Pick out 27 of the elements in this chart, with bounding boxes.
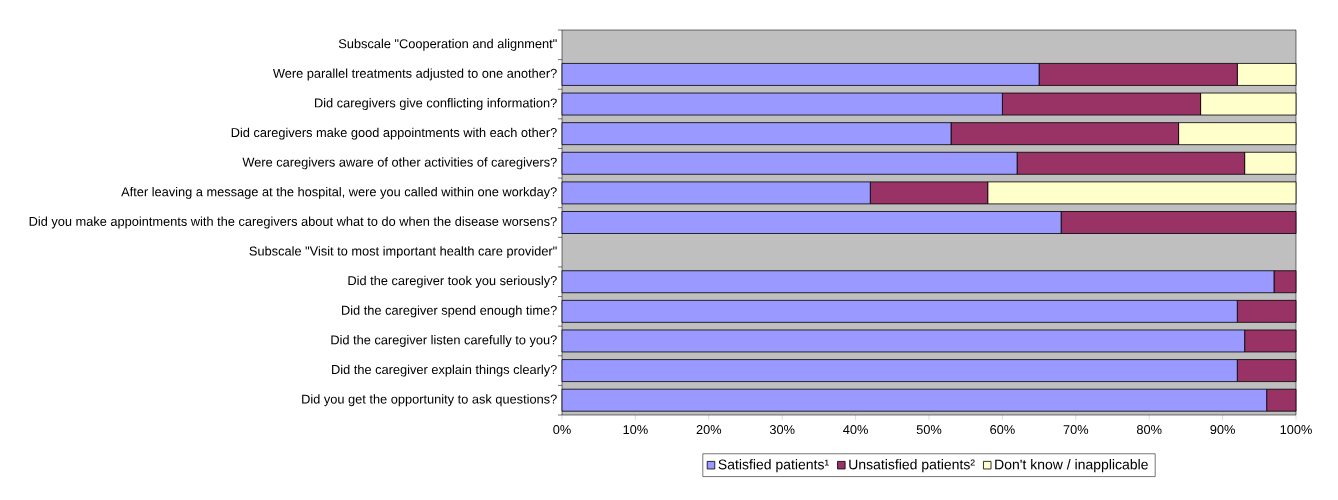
y-tick-label: Did the caregiver spend enough time?: [342, 305, 557, 318]
x-tick-label: 0%: [553, 425, 571, 435]
legend-label: Don't know / inapplicable: [995, 459, 1148, 473]
y-tick-label: Did the caregiver listen carefully to you?: [331, 335, 557, 347]
y-tick-label: Did you get the opportunity to ask questions?: [302, 394, 557, 407]
y-tick-label: Were caregivers aware of other activities of caregivers?: [242, 157, 557, 170]
legend-label: Satisfied patients¹: [718, 459, 829, 473]
x-tick-label: 30%: [769, 425, 795, 435]
x-tick-label: 10%: [623, 425, 648, 435]
y-tick-label: Were parallel treatments adjusted to one another?: [272, 68, 557, 81]
y-tick-label: Did the caregiver took you seriously?: [348, 275, 557, 288]
x-tick-label: 40%: [843, 425, 868, 435]
y-tick-label: Subscale "Visit to most important health care provider": [249, 246, 557, 259]
x-tick-label: 100%: [1280, 425, 1312, 435]
x-tick-label: 80%: [1136, 425, 1162, 435]
y-tick-label: Did caregivers give conflicting information?: [315, 98, 557, 111]
y-tick-label: Subscale "Cooperation and alignment": [338, 38, 557, 51]
x-tick-label: 50%: [916, 425, 942, 435]
y-tick-label: Did the caregiver explain things clearly?: [332, 364, 557, 377]
x-tick-label: 20%: [696, 425, 722, 435]
y-tick-label: Did you make appointments with the caregivers about what to do when the disease worsens?: [29, 216, 557, 229]
legend-label: Unsatisfied patients²: [849, 459, 975, 473]
y-tick-label: Did caregivers make good appointments with each other?: [231, 127, 557, 140]
y-tick-label: After leaving a message at the hospital, were you called within one workday?: [121, 186, 557, 199]
x-tick-label: 70%: [1063, 425, 1089, 435]
x-tick-label: 60%: [990, 425, 1015, 435]
x-tick-label: 90%: [1210, 425, 1235, 435]
